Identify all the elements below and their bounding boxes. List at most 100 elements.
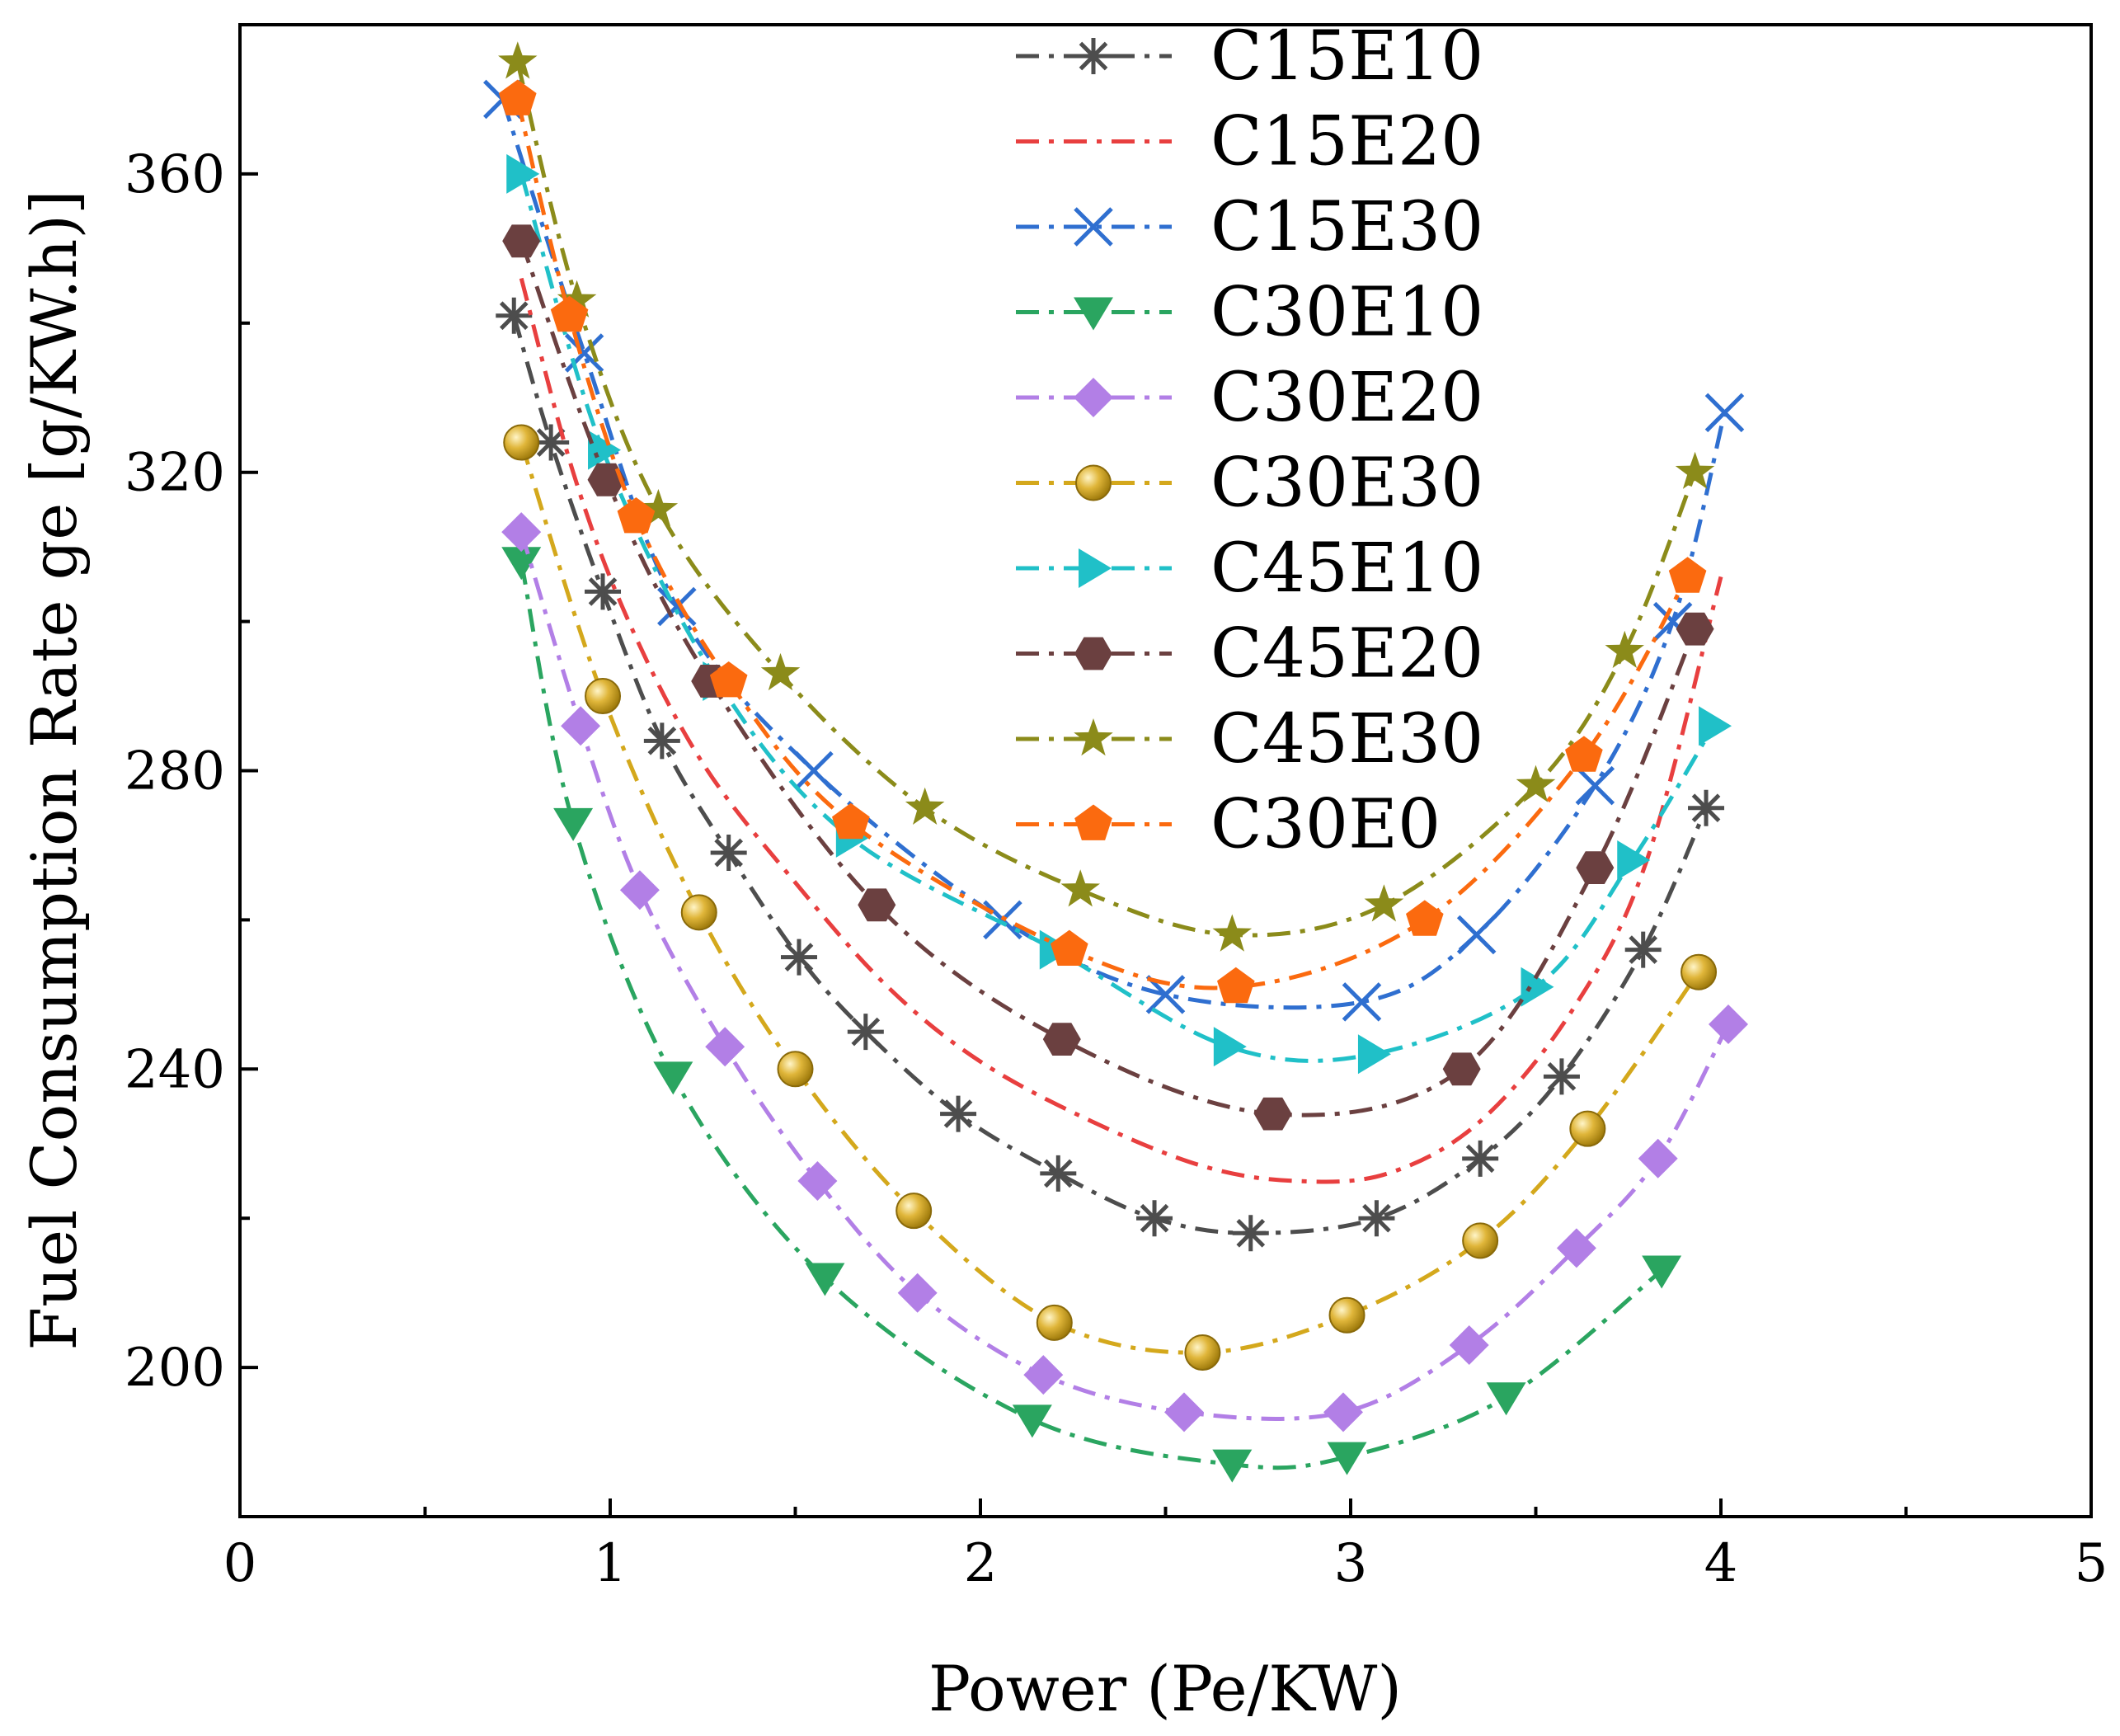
legend-item: C30E30 [1016,445,1483,523]
y-tick-label: 360 [125,144,225,205]
series-line [519,277,1723,1184]
data-point [1680,953,1718,990]
data-point [1605,630,1644,668]
data-point [710,834,747,871]
series-C45E30 [498,41,1715,952]
legend-item: C45E20 [1016,615,1483,694]
legend-label: C30E20 [1210,359,1483,437]
data-point [1012,1404,1052,1438]
x-tick-label: 3 [1334,1533,1368,1594]
data-point [533,424,570,461]
legend-marker [1074,297,1113,331]
legend-item: C45E10 [1016,529,1483,608]
series-line [519,240,1697,1117]
data-point [1164,1392,1204,1433]
data-point [1364,884,1404,922]
data-point [1212,1449,1253,1483]
data-point [897,1273,938,1313]
data-point [1676,612,1714,646]
data-point [1449,1325,1489,1365]
data-point [1486,1382,1526,1416]
data-point [1327,1442,1367,1475]
data-point [1688,789,1725,826]
data-point [502,224,541,258]
data-point [501,512,542,553]
data-point [780,939,817,976]
data-point [498,41,538,79]
data-point [1357,1034,1391,1075]
data-point [1699,706,1732,746]
x-axis-title: Power (Pe/KW) [928,1652,1402,1725]
data-point [657,586,697,627]
series-C45E20 [502,224,1714,1131]
data-point [1704,393,1745,433]
series-line [511,315,1709,1235]
data-point [585,678,622,715]
series-C45E10 [506,153,1732,1075]
legend-item: C30E20 [1016,359,1483,437]
data-point [617,497,656,534]
legend-item: C15E30 [1016,188,1483,266]
data-point [1462,1140,1499,1177]
legend-marker [1079,548,1112,588]
series-line [515,98,1690,990]
legend-item: C30E10 [1016,274,1483,352]
data-point [858,888,896,922]
data-point [832,802,870,840]
data-point [1328,1296,1366,1334]
data-point [905,787,945,825]
data-point [1136,1200,1173,1237]
legend-label: C15E10 [1210,17,1483,96]
series-line [515,61,1697,938]
legend-marker [1074,637,1112,670]
y-tick-label: 320 [125,443,225,504]
x-tick-label: 2 [964,1533,998,1594]
data-point [805,1263,845,1296]
series-line [519,441,1701,1355]
data-point [1456,915,1497,955]
data-point [1213,1027,1247,1067]
data-point [1462,1222,1499,1259]
legend-marker [1075,38,1112,74]
series-C15E30 [483,79,1745,1022]
data-point [498,79,537,115]
data-point [1709,1004,1748,1044]
legend-label: C30E30 [1210,445,1483,523]
series-layer [483,41,1748,1483]
data-point [1253,1097,1292,1131]
data-point [643,722,680,760]
x-tick-label: 4 [1704,1533,1738,1594]
series-C30E10 [501,547,1682,1483]
x-tick-label: 1 [594,1533,628,1594]
legend-label: C30E10 [1210,274,1483,352]
data-point [501,547,542,581]
data-point [550,295,589,332]
data-point [564,333,604,373]
data-point [503,424,540,461]
data-point [1516,764,1556,802]
data-point [561,706,601,746]
legend-item: C15E10 [1016,17,1483,96]
data-point [496,297,533,334]
axis-ticks: 0 1 2 3 4 5 200 240 280 320 360 [125,144,2108,1594]
data-point [1576,851,1615,884]
data-point [1575,765,1615,806]
data-point [705,1027,745,1067]
legend-marker [1074,378,1113,417]
legend-label: C45E30 [1210,700,1483,779]
data-point [1358,1200,1395,1237]
data-point [797,1161,838,1201]
legend-label: C30E0 [1210,786,1441,864]
series-C15E20 [519,277,1723,1184]
data-point [895,1193,933,1230]
data-point [653,1061,693,1095]
data-point [777,1051,814,1088]
series-C30E20 [501,512,1748,1433]
data-point [619,870,660,910]
data-point [1624,931,1662,968]
series-C15E10 [496,297,1725,1252]
data-point [557,280,597,318]
data-point [588,430,622,470]
